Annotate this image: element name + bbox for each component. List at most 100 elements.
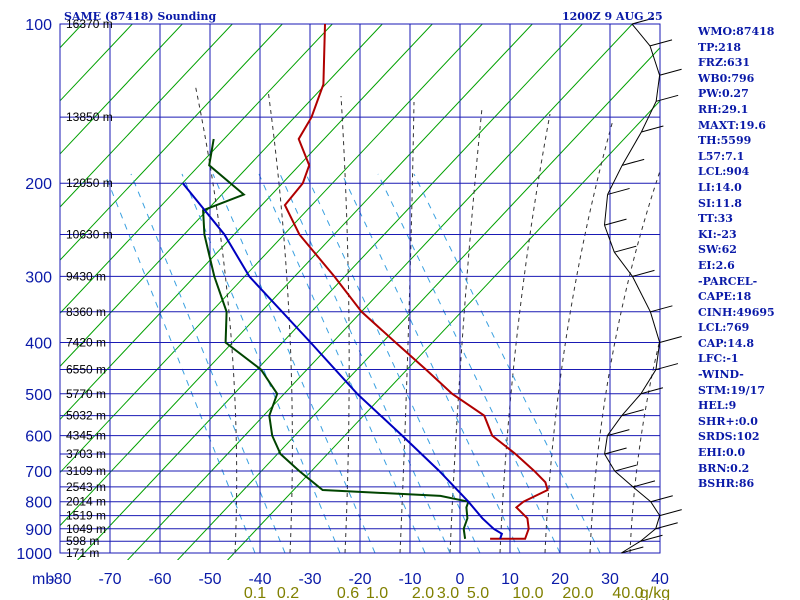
barb-staff [613, 251, 633, 277]
mixing-ratio-line [181, 173, 341, 554]
barb-flag [607, 187, 630, 195]
barb-flag [656, 94, 679, 102]
pressure-tick-label: 1000 [16, 546, 52, 563]
height-label: 5770 m [66, 387, 106, 401]
profile-lines [182, 24, 549, 540]
param-line: SW:62 [698, 243, 737, 257]
dry-adiabat [226, 100, 660, 560]
barb-flag [659, 336, 682, 343]
mixing-ratio-label: 5.0 [467, 585, 489, 600]
barb-staff [649, 45, 661, 76]
barb-staff [640, 369, 657, 395]
dry-adiabat [60, 24, 284, 261]
mixing-ratio-label: 1.0 [366, 585, 388, 600]
mixing-ratio-line [341, 173, 521, 554]
barb-staff [621, 131, 642, 166]
param-line: CAP:14.8 [698, 336, 755, 350]
barb-flag [632, 480, 656, 488]
barb-staff [632, 486, 652, 503]
mixing-ratio-line [258, 173, 426, 554]
dry-adiabat [176, 46, 660, 560]
temperature-line [283, 24, 549, 540]
height-label: 171 m [66, 546, 99, 560]
height-label: 7420 m [66, 335, 106, 349]
param-line: LI:14.0 [698, 180, 742, 194]
height-label: 1519 m [66, 509, 106, 523]
mixing-ratio-line [279, 173, 451, 554]
barb-staff [650, 501, 661, 516]
barb-flag [659, 68, 682, 76]
observation-time: 1200Z 9 AUG 25 [562, 10, 663, 23]
barb-flag [649, 39, 673, 47]
dry-adiabat [60, 24, 484, 474]
barb-flag [622, 158, 645, 166]
param-line: HEL:9 [698, 399, 737, 413]
barb-staff [606, 415, 623, 436]
param-line: SI:11.8 [698, 196, 742, 210]
mixing-ratio-label: 40.0 [612, 585, 643, 600]
barb-staff [655, 342, 661, 370]
param-line: BSHR:86 [698, 477, 755, 491]
param-line: CINH:49695 [698, 305, 775, 319]
mixing-ratio-line [377, 173, 561, 554]
height-label: 2014 m [66, 495, 106, 509]
mixing-ratio-line [104, 173, 256, 554]
param-line: WMO:87418 [698, 25, 775, 38]
temp-tick-label: -40 [248, 571, 271, 588]
mixing-ratio-line [212, 173, 376, 554]
stability-indices-panel: WMO:87418 TP:218 FRZ:631 WB0:796 PW:0.27 RH:2… [698, 24, 800, 492]
param-line: LCL:769 [698, 321, 750, 335]
barb-staff [655, 75, 661, 102]
temp-tick-label: -20 [348, 571, 371, 588]
param-line: -PARCEL- [698, 274, 758, 288]
param-line: PW:0.27 [698, 87, 749, 101]
barb-staff [655, 515, 661, 529]
barb-staff [614, 470, 634, 488]
height-label: 5032 m [66, 409, 106, 423]
height-label: 10630 m [66, 228, 113, 242]
pressure-tick-label: 500 [25, 387, 52, 404]
mixing-ratio-label: 2.0 [412, 585, 434, 600]
mixing-ratio-label: 10.0 [512, 585, 543, 600]
x-unit-label: mb [32, 571, 54, 588]
temp-tick-label: -80 [48, 571, 71, 588]
chart-title: SAME (87418) Sounding [64, 10, 217, 23]
barb-flag [650, 305, 673, 313]
dry-adiabat [60, 24, 534, 527]
barb-flag [621, 546, 644, 554]
pressure-tick-label: 100 [25, 17, 52, 34]
barb-flag [641, 125, 664, 133]
barb-flag [655, 522, 678, 530]
mixing-ratio-line [305, 173, 481, 554]
pressure-tick-label: 300 [25, 269, 52, 286]
param-line: EI:2.6 [698, 258, 735, 272]
param-line: BRN:0.2 [698, 461, 750, 475]
dry-adiabat [60, 24, 184, 155]
mixing-ratio-label: 3.0 [437, 585, 459, 600]
barb-staff [604, 435, 608, 455]
height-label: 6550 m [66, 363, 106, 377]
param-line: CAPE:18 [698, 290, 752, 304]
barb-flag [650, 495, 673, 503]
height-label: 8360 m [66, 305, 106, 319]
mixing-ratio-lines [104, 173, 601, 554]
param-line: LFC:-1 [698, 352, 739, 366]
moist-adiabat [399, 101, 415, 554]
temp-tick-label: 20 [551, 571, 569, 588]
barb-flag [640, 534, 663, 542]
moist-adiabats [194, 83, 660, 554]
barb-staff [604, 224, 615, 253]
dry-adiabat [76, 24, 584, 560]
temp-tick-label: 30 [601, 571, 619, 588]
height-label: 3703 m [66, 447, 106, 461]
param-line: SHR+:0.0 [698, 414, 758, 428]
mixing-ratio-label: 0.1 [244, 585, 266, 600]
dry-adiabat [60, 24, 134, 102]
pressure-tick-label: 800 [25, 495, 52, 512]
mixing-ratio-label: 0.2 [277, 585, 299, 600]
barb-staff [621, 540, 641, 554]
moist-adiabat [589, 169, 660, 554]
pressure-tick-label: 400 [25, 335, 52, 352]
mixing-ratio-label: 0.6 [337, 585, 359, 600]
